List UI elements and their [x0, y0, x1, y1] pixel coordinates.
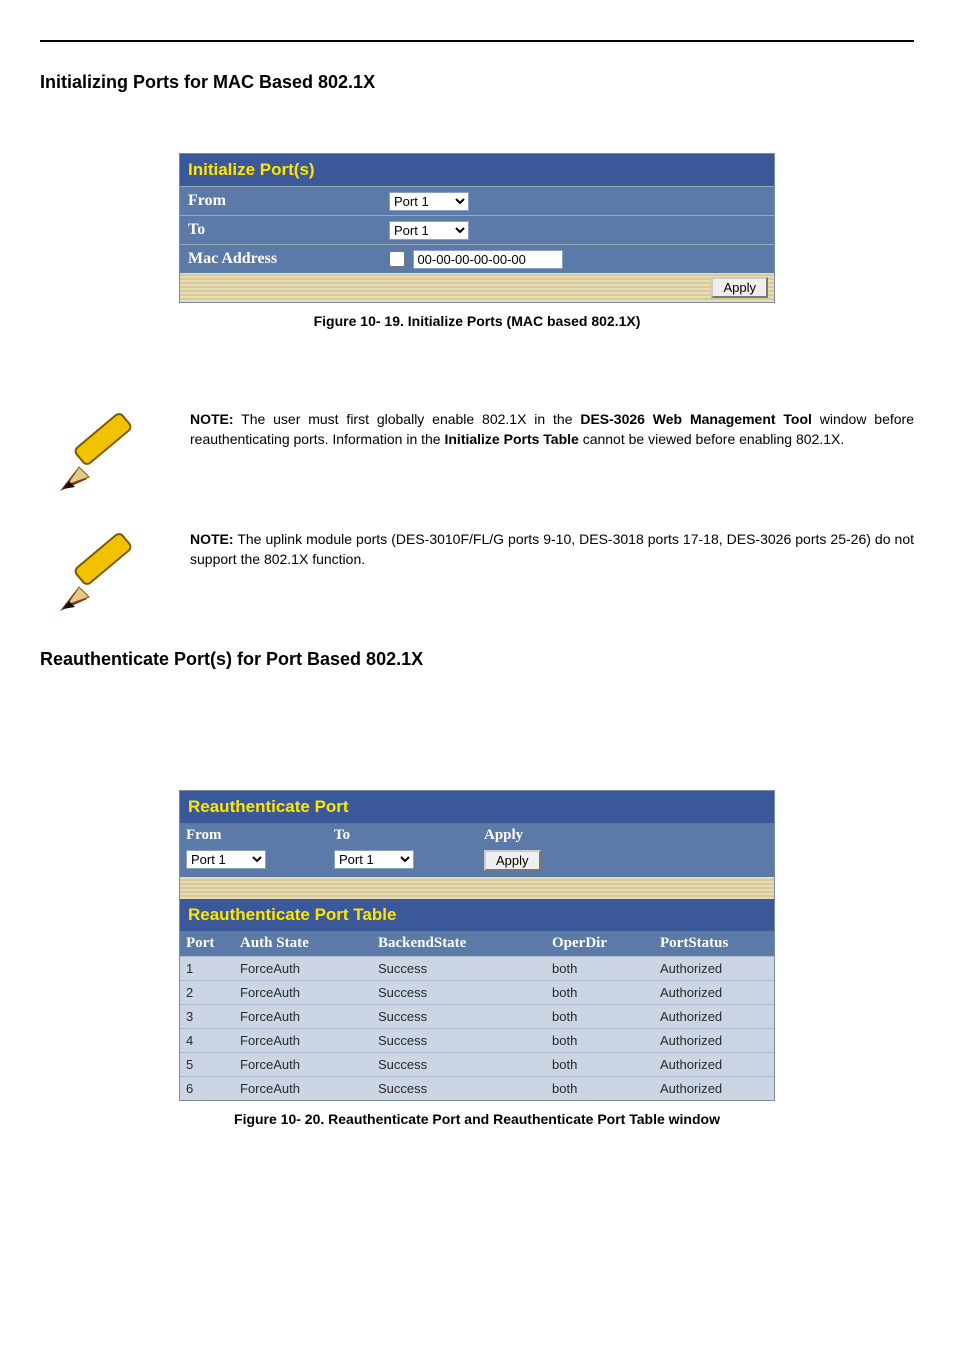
cell-back: Success	[372, 1077, 546, 1100]
initialize-panel-title: Initialize Port(s)	[180, 154, 774, 186]
pencil-icon	[40, 529, 160, 619]
initialize-figure: Initialize Port(s) From Port 1 To Port 1…	[179, 153, 775, 329]
col-stat: PortStatus	[654, 931, 774, 956]
table-row: 6ForceAuthSuccessbothAuthorized	[180, 1076, 774, 1100]
port-table-body: 1ForceAuthSuccessbothAuthorized2ForceAut…	[180, 956, 774, 1100]
table-row: 5ForceAuthSuccessbothAuthorized	[180, 1052, 774, 1076]
label-from: From	[180, 187, 385, 215]
caption-1: Figure 10- 19. Initialize Ports (MAC bas…	[179, 313, 775, 329]
notes-area: NOTE: The user must first globally enabl…	[40, 409, 914, 619]
row-to: To Port 1	[180, 215, 774, 244]
reauth-table-title: Reauthenticate Port Table	[180, 899, 774, 931]
heading-reauth: Reauthenticate Port(s) for Port Based 80…	[40, 649, 914, 670]
cell-port: 1	[180, 957, 234, 980]
table-row: 1ForceAuthSuccessbothAuthorized	[180, 956, 774, 980]
cell-auth: ForceAuth	[234, 1029, 372, 1052]
cell-auth: ForceAuth	[234, 981, 372, 1004]
cell-stat: Authorized	[654, 1053, 774, 1076]
label-to: To	[180, 216, 385, 244]
row-from: From Port 1	[180, 186, 774, 215]
reauth-apply-button[interactable]: Apply	[484, 850, 541, 871]
col-back: BackendState	[372, 931, 546, 956]
cell-oper: both	[546, 957, 654, 980]
reauth-panel-title: Reauthenticate Port	[180, 791, 774, 823]
cell-port: 4	[180, 1029, 234, 1052]
cell-port: 6	[180, 1077, 234, 1100]
table-row: 3ForceAuthSuccessbothAuthorized	[180, 1004, 774, 1028]
cell-oper: both	[546, 1077, 654, 1100]
caption-2: Figure 10- 20. Reauthenticate Port and R…	[179, 1111, 775, 1127]
label-mac: Mac Address	[180, 245, 385, 273]
port-table-header: Port Auth State BackendState OperDir Por…	[180, 931, 774, 956]
reauth-apply-label: Apply	[478, 823, 774, 848]
apply-button[interactable]: Apply	[711, 277, 768, 298]
cell-stat: Authorized	[654, 957, 774, 980]
apply-row: Apply	[180, 273, 774, 302]
note-label: NOTE:	[190, 411, 234, 427]
cell-port: 5	[180, 1053, 234, 1076]
col-oper: OperDir	[546, 931, 654, 956]
mac-input[interactable]	[413, 250, 563, 269]
cell-auth: ForceAuth	[234, 1077, 372, 1100]
cell-oper: both	[546, 1029, 654, 1052]
row-mac: Mac Address	[180, 244, 774, 273]
cell-stat: Authorized	[654, 1077, 774, 1100]
table-row: 2ForceAuthSuccessbothAuthorized	[180, 980, 774, 1004]
reauth-from-label: From	[180, 823, 328, 848]
select-to[interactable]: Port 1	[389, 221, 469, 240]
reauth-panel: Reauthenticate Port From To Apply Port 1…	[179, 790, 775, 1101]
cell-back: Success	[372, 1053, 546, 1076]
note-1-text: NOTE: The user must first globally enabl…	[160, 409, 914, 450]
cell-back: Success	[372, 1029, 546, 1052]
cell-oper: both	[546, 1053, 654, 1076]
mac-checkbox[interactable]	[389, 251, 405, 267]
select-from[interactable]: Port 1	[389, 192, 469, 211]
cell-auth: ForceAuth	[234, 1053, 372, 1076]
note-1: NOTE: The user must first globally enabl…	[40, 409, 914, 499]
pencil-icon	[40, 409, 160, 499]
reauth-to-label: To	[328, 823, 478, 848]
col-auth: Auth State	[234, 931, 372, 956]
cell-port: 2	[180, 981, 234, 1004]
cell-oper: both	[546, 981, 654, 1004]
table-row: 4ForceAuthSuccessbothAuthorized	[180, 1028, 774, 1052]
reauth-select-to[interactable]: Port 1	[334, 850, 414, 869]
cell-stat: Authorized	[654, 981, 774, 1004]
cell-back: Success	[372, 957, 546, 980]
cell-port: 3	[180, 1005, 234, 1028]
reauth-select-from[interactable]: Port 1	[186, 850, 266, 869]
reauth-figure: Reauthenticate Port From To Apply Port 1…	[179, 790, 775, 1127]
col-port: Port	[180, 931, 234, 956]
heading-initialize: Initializing Ports for MAC Based 802.1X	[40, 72, 914, 93]
reauth-field-row: Port 1 Port 1 Apply	[180, 848, 774, 877]
note-2: NOTE: The uplink module ports (DES-3010F…	[40, 529, 914, 619]
cell-stat: Authorized	[654, 1029, 774, 1052]
note-label: NOTE:	[190, 531, 234, 547]
reauth-header-row: From To Apply	[180, 823, 774, 848]
spacer-row	[180, 877, 774, 899]
cell-oper: both	[546, 1005, 654, 1028]
note-2-text: NOTE: The uplink module ports (DES-3010F…	[160, 529, 914, 570]
cell-back: Success	[372, 981, 546, 1004]
initialize-panel: Initialize Port(s) From Port 1 To Port 1…	[179, 153, 775, 303]
horizontal-rule	[40, 40, 914, 42]
cell-auth: ForceAuth	[234, 957, 372, 980]
cell-back: Success	[372, 1005, 546, 1028]
cell-auth: ForceAuth	[234, 1005, 372, 1028]
cell-stat: Authorized	[654, 1005, 774, 1028]
